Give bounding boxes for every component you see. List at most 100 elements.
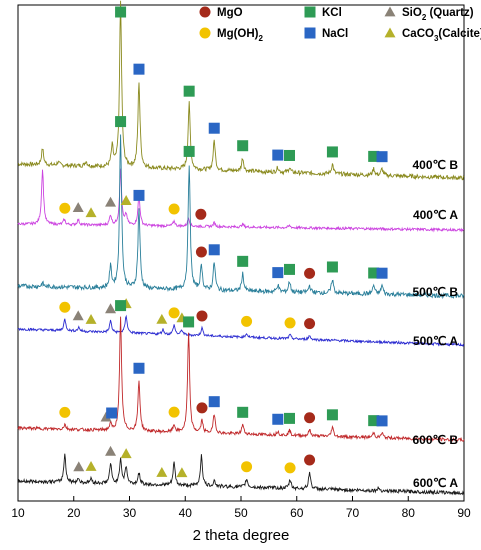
phase-marker-mgoh2 [284, 462, 296, 474]
trace-label: 400℃ B [413, 158, 459, 172]
phase-marker-caco3 [156, 467, 168, 477]
phase-marker-kcl [115, 6, 127, 18]
phase-marker-kcl [326, 146, 338, 158]
phase-marker-mgoh2 [284, 317, 296, 329]
trace-label: 400℃ A [413, 208, 458, 222]
x-tick-label: 40 [179, 506, 193, 520]
phase-marker-mgo [195, 208, 207, 220]
phase-marker-nacl [272, 413, 284, 425]
phase-marker-kcl [284, 263, 296, 275]
phase-marker-nacl [208, 244, 220, 256]
phase-marker-mgoh2 [168, 203, 180, 215]
phase-marker-mgo [195, 246, 207, 258]
phase-marker-mgo [196, 402, 208, 414]
phase-marker-sio2 [100, 411, 112, 422]
trace-labels: 400℃ B 400℃ A 500℃ B 500℃ A 600℃ B 600℃ A [413, 158, 459, 490]
phase-marker-kcl [115, 300, 127, 312]
phase-marker-sio2 [105, 445, 117, 456]
phase-marker-nacl [208, 396, 220, 408]
phase-marker-sio2 [105, 196, 117, 207]
phase-marker-kcl [368, 150, 380, 162]
phase-marker-mgoh2 [241, 461, 253, 473]
phase-marker-sio2 [72, 310, 84, 321]
phase-marker-kcl [368, 267, 380, 279]
series-line [17, 0, 465, 181]
phase-marker-nacl [208, 122, 220, 134]
x-tick-label: 10 [11, 506, 25, 520]
trace-label: 600℃ A [413, 476, 458, 490]
legend-label-mgo: MgO [217, 7, 243, 19]
phase-marker-mgoh2 [168, 307, 180, 319]
phase-marker-nacl [133, 362, 145, 374]
trace-label: 500℃ B [413, 285, 459, 299]
phase-marker-nacl [272, 149, 284, 161]
series-line [17, 316, 465, 443]
phase-marker-mgoh2 [241, 315, 253, 327]
phase-marker-sio2 [72, 202, 84, 213]
phase-marker-kcl [183, 85, 195, 97]
phase-marker-sio2 [105, 303, 117, 314]
x-tick-label: 20 [67, 506, 81, 520]
legend-nacl-icon [304, 27, 316, 39]
phase-marker-kcl [368, 415, 380, 427]
phase-marker-kcl [183, 316, 195, 328]
phase-marker-kcl [326, 409, 338, 421]
legend-label-sio2: SiO2 (Quartz) [402, 7, 474, 22]
phase-marker-nacl [133, 63, 145, 75]
plot-frame [17, 4, 465, 502]
phase-marker-mgo [304, 454, 316, 466]
phase-marker-caco3 [120, 195, 132, 205]
legend-mgo-icon [199, 6, 211, 18]
x-tick-label: 60 [290, 506, 304, 520]
phase-marker-kcl [326, 261, 338, 273]
phase-marker-sio2 [73, 461, 85, 472]
trace-label: 500℃ A [413, 334, 458, 348]
phase-marker-kcl [284, 149, 296, 161]
phase-marker-nacl [376, 415, 388, 427]
legend-label-nacl: NaCl [322, 28, 348, 40]
phase-marker-mgoh2 [168, 406, 180, 418]
phase-marker-kcl [284, 412, 296, 424]
phase-marker-mgo [304, 412, 316, 424]
series-line [17, 134, 465, 300]
phase-marker-kcl [237, 406, 249, 418]
phase-marker-caco3 [85, 313, 97, 324]
phase-marker-kcl [237, 140, 249, 152]
x-tick-label: 80 [402, 506, 416, 520]
phase-marker-nacl [376, 267, 388, 279]
legend-label-mgoh2: Mg(OH)2 [217, 28, 264, 43]
legend: MgO KCl SiO2 (Quartz) Mg(OH)2 NaCl CaCO3(Calc… [199, 6, 481, 43]
x-tick-label: 50 [234, 506, 248, 520]
phase-markers [59, 6, 388, 478]
phase-marker-caco3 [85, 461, 97, 471]
x-tick-label: 90 [457, 506, 471, 520]
series-line [17, 168, 465, 233]
phase-marker-mgo [196, 310, 208, 322]
x-axis-ticks: 10 20 30 40 50 60 70 80 90 [11, 496, 471, 520]
phase-marker-nacl [376, 151, 388, 163]
legend-mgoh2-icon [199, 27, 211, 39]
phase-marker-caco3 [120, 448, 132, 459]
phase-marker-mgoh2 [59, 301, 71, 313]
phase-marker-mgo [304, 318, 316, 330]
legend-caco3-icon [384, 27, 396, 38]
x-tick-label: 30 [123, 506, 137, 520]
legend-label-caco3: CaCO3(Calcite) [402, 28, 481, 43]
trace-label: 600℃ B [413, 433, 459, 447]
phase-marker-caco3 [85, 207, 97, 218]
x-axis-title: 2 theta degree [193, 527, 290, 544]
phase-marker-kcl [237, 255, 249, 267]
phase-marker-caco3 [156, 313, 168, 324]
phase-marker-nacl [106, 407, 118, 419]
x-tick-label: 70 [346, 506, 360, 520]
legend-sio2-icon [384, 6, 396, 17]
series-line [18, 453, 465, 496]
legend-label-kcl: KCl [322, 7, 342, 19]
phase-marker-mgoh2 [59, 406, 71, 418]
phase-marker-kcl [183, 145, 195, 157]
legend-kcl-icon [304, 6, 316, 18]
series-line [17, 314, 465, 347]
phase-marker-mgo [304, 267, 316, 279]
phase-marker-caco3 [176, 467, 188, 478]
